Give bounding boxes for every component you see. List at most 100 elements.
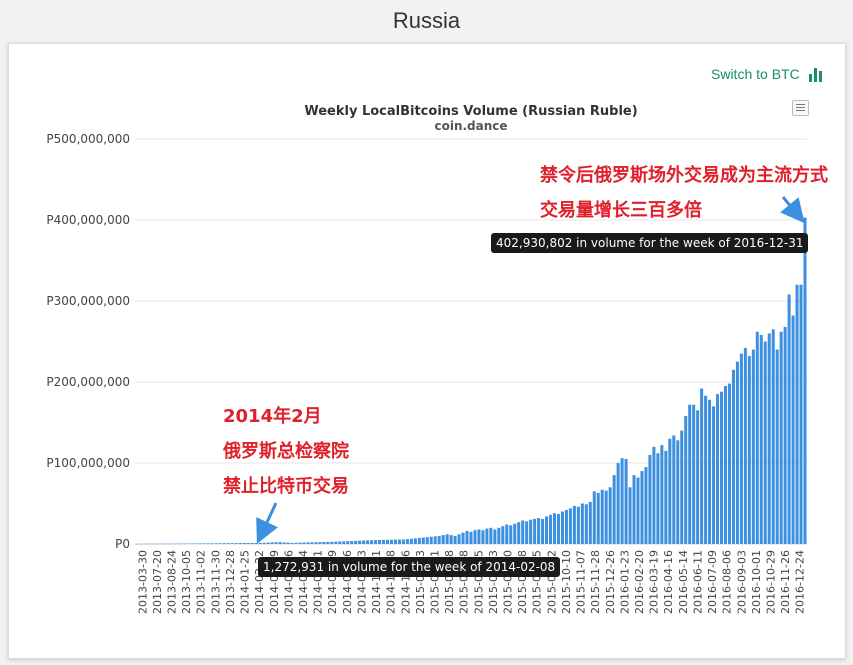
bar[interactable] bbox=[230, 543, 234, 544]
bar[interactable] bbox=[716, 394, 720, 544]
bar[interactable] bbox=[191, 543, 195, 545]
bar[interactable] bbox=[282, 542, 286, 544]
bar[interactable] bbox=[529, 519, 533, 544]
bar[interactable] bbox=[378, 539, 382, 544]
bar[interactable] bbox=[580, 503, 584, 545]
bar[interactable] bbox=[342, 541, 346, 544]
bar[interactable] bbox=[226, 543, 230, 544]
bar[interactable] bbox=[437, 535, 441, 544]
bar[interactable] bbox=[501, 526, 505, 544]
bar[interactable] bbox=[787, 294, 791, 544]
bar[interactable] bbox=[421, 537, 425, 544]
bar[interactable] bbox=[449, 535, 453, 544]
bar[interactable] bbox=[143, 543, 147, 545]
bar[interactable] bbox=[270, 542, 274, 544]
bar[interactable] bbox=[684, 416, 688, 544]
bar[interactable] bbox=[278, 542, 282, 544]
bar[interactable] bbox=[417, 537, 421, 544]
bar[interactable] bbox=[203, 543, 207, 544]
bar[interactable] bbox=[608, 487, 612, 544]
bar[interactable] bbox=[791, 315, 795, 544]
bar[interactable] bbox=[485, 528, 489, 544]
bar[interactable] bbox=[545, 516, 549, 544]
bar[interactable] bbox=[286, 542, 290, 544]
bar[interactable] bbox=[346, 541, 350, 544]
bar[interactable] bbox=[636, 477, 640, 544]
bar[interactable] bbox=[159, 543, 163, 545]
bar[interactable] bbox=[163, 543, 167, 545]
bar[interactable] bbox=[338, 541, 342, 544]
bar[interactable] bbox=[139, 543, 143, 545]
bar[interactable] bbox=[731, 369, 735, 544]
bar[interactable] bbox=[572, 505, 576, 544]
bar[interactable] bbox=[489, 527, 493, 544]
bar[interactable] bbox=[517, 522, 521, 544]
bar[interactable] bbox=[700, 388, 704, 544]
bar[interactable] bbox=[465, 531, 469, 544]
bar[interactable] bbox=[493, 529, 497, 544]
bar[interactable] bbox=[568, 508, 572, 544]
bar[interactable] bbox=[362, 540, 366, 544]
bar[interactable] bbox=[783, 326, 787, 544]
bar[interactable] bbox=[743, 347, 747, 544]
bar[interactable] bbox=[720, 391, 724, 544]
bar[interactable] bbox=[147, 543, 151, 545]
bar[interactable] bbox=[652, 446, 656, 544]
bar[interactable] bbox=[234, 543, 238, 544]
bar[interactable] bbox=[334, 541, 338, 544]
bar[interactable] bbox=[775, 349, 779, 544]
bar[interactable] bbox=[441, 535, 445, 544]
bar[interactable] bbox=[469, 531, 473, 544]
bar[interactable] bbox=[294, 542, 298, 544]
bar[interactable] bbox=[314, 542, 318, 544]
bar[interactable] bbox=[274, 542, 278, 544]
bar[interactable] bbox=[632, 475, 636, 544]
bar[interactable] bbox=[382, 539, 386, 544]
bar[interactable] bbox=[429, 536, 433, 544]
bar[interactable] bbox=[187, 543, 191, 545]
bar[interactable] bbox=[370, 540, 374, 544]
bar[interactable] bbox=[660, 445, 664, 544]
hamburger-menu-icon[interactable] bbox=[792, 100, 809, 116]
bar[interactable] bbox=[350, 541, 354, 544]
bar[interactable] bbox=[505, 524, 509, 544]
bar[interactable] bbox=[322, 542, 326, 544]
bar[interactable] bbox=[735, 361, 739, 544]
bar[interactable] bbox=[211, 543, 215, 544]
bar[interactable] bbox=[246, 543, 250, 544]
bar[interactable] bbox=[513, 523, 517, 544]
bar[interactable] bbox=[648, 454, 652, 544]
bar[interactable] bbox=[457, 534, 461, 544]
bar[interactable] bbox=[656, 453, 660, 544]
bar[interactable] bbox=[704, 395, 708, 544]
bar[interactable] bbox=[477, 529, 481, 544]
bar[interactable] bbox=[696, 410, 700, 544]
bar[interactable] bbox=[525, 521, 529, 544]
bar[interactable] bbox=[425, 537, 429, 544]
bar[interactable] bbox=[310, 542, 314, 544]
bar[interactable] bbox=[409, 538, 413, 544]
bar[interactable] bbox=[552, 513, 557, 544]
bar[interactable] bbox=[692, 404, 696, 544]
bar[interactable] bbox=[537, 518, 541, 544]
bar[interactable] bbox=[759, 335, 763, 544]
bar[interactable] bbox=[238, 543, 242, 544]
bar[interactable] bbox=[676, 440, 680, 544]
bar[interactable] bbox=[727, 383, 731, 544]
bar[interactable] bbox=[763, 341, 767, 545]
bar[interactable] bbox=[405, 539, 409, 544]
bar[interactable] bbox=[155, 543, 159, 545]
bar[interactable] bbox=[374, 540, 378, 544]
bar[interactable] bbox=[358, 540, 362, 544]
bar[interactable] bbox=[354, 540, 358, 544]
bar[interactable] bbox=[604, 490, 608, 544]
bar[interactable] bbox=[397, 539, 401, 544]
bar[interactable] bbox=[628, 487, 632, 544]
bar[interactable] bbox=[799, 284, 803, 544]
bar[interactable] bbox=[751, 349, 755, 544]
bar[interactable] bbox=[258, 542, 262, 544]
bar[interactable] bbox=[167, 543, 171, 545]
bar[interactable] bbox=[242, 543, 246, 544]
bar[interactable] bbox=[708, 399, 712, 544]
bar[interactable] bbox=[199, 543, 203, 544]
